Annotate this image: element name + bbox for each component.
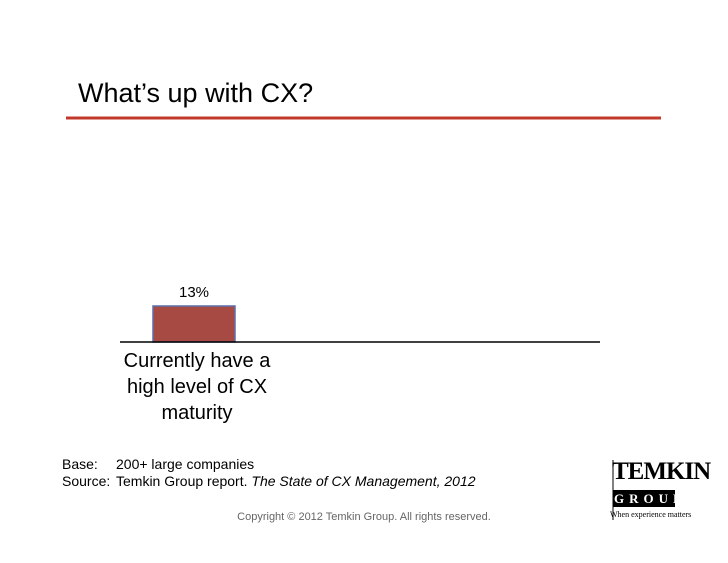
copyright: Copyright © 2012 Temkin Group. All right…	[237, 511, 491, 523]
chart-title: What’s up with CX?	[78, 78, 314, 108]
source: Temkin Group report.	[116, 473, 248, 489]
bar	[152, 305, 236, 343]
source-title: The State of CX Management, 2012	[251, 473, 476, 489]
x-tick-label: Currently have a high level of CX maturi…	[123, 350, 271, 424]
base-text: 200+ large companies	[116, 456, 255, 472]
source-text: Temkin Group report. The State of CX Man…	[116, 473, 476, 489]
source-label: Source:	[62, 473, 111, 489]
base-label: Base:	[62, 456, 98, 472]
logo-name: TEMKIN	[612, 458, 711, 485]
logo-tagline: When experience matters	[610, 510, 692, 519]
logo-group: GROUP	[614, 491, 686, 506]
logo-band	[613, 490, 675, 507]
value-label: 13%	[178, 284, 210, 301]
